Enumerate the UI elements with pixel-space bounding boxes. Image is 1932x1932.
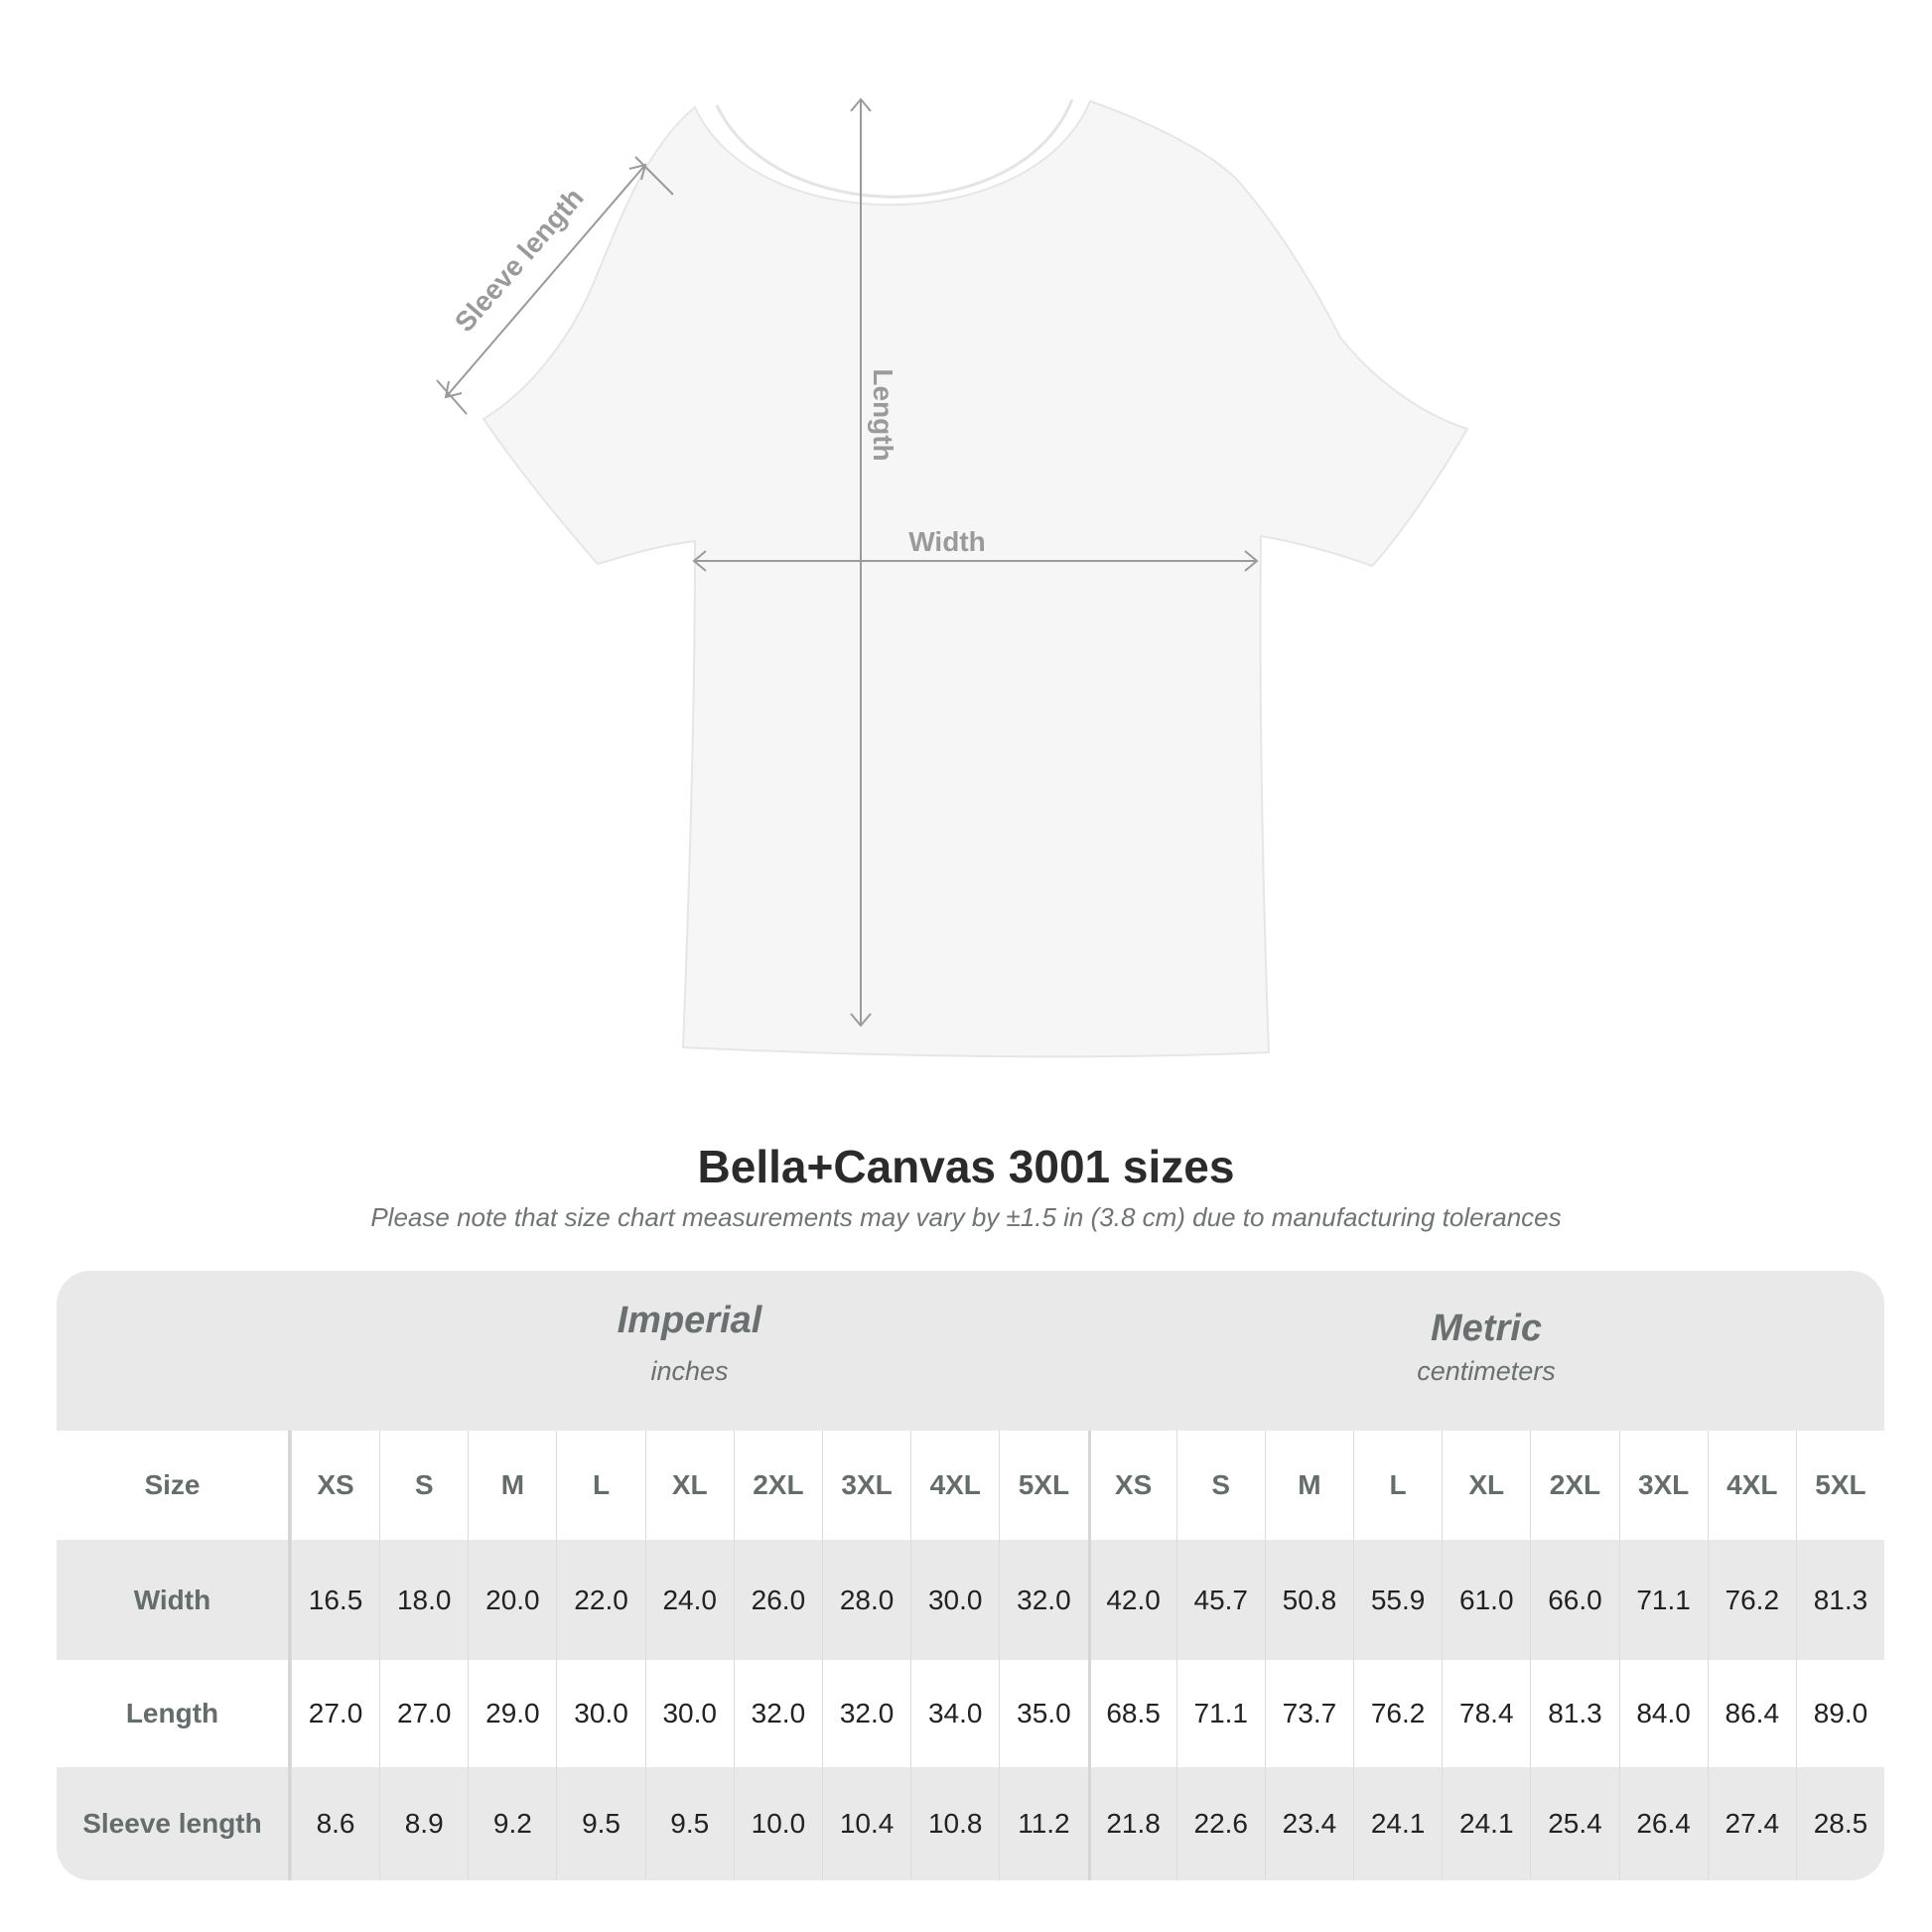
table-cell: 22.0 — [556, 1540, 644, 1660]
size-header: 5XL — [999, 1431, 1087, 1540]
size-header: 3XL — [821, 1431, 910, 1540]
table-cell: 55.9 — [1353, 1540, 1442, 1660]
table-cell: 71.1 — [1618, 1540, 1708, 1660]
size-header: 3XL — [1618, 1431, 1708, 1540]
table-cell: 24.1 — [1442, 1767, 1530, 1880]
table-cell: 32.0 — [999, 1540, 1087, 1660]
table-cell: 8.6 — [290, 1767, 379, 1880]
table-cell: 66.0 — [1530, 1540, 1618, 1660]
table-cell: 26.0 — [733, 1540, 822, 1660]
table-cell: 20.0 — [468, 1540, 556, 1660]
table-cell: 61.0 — [1442, 1540, 1530, 1660]
measurement-arrows — [436, 97, 1259, 1028]
table-cell: 32.0 — [821, 1660, 910, 1767]
table-cell: 16.5 — [290, 1540, 379, 1660]
table-cell: 9.2 — [468, 1767, 556, 1880]
table-cell: 25.4 — [1530, 1767, 1618, 1880]
table-cell: 84.0 — [1618, 1660, 1708, 1767]
table-cell: 28.0 — [821, 1540, 910, 1660]
row-label: Length — [57, 1660, 291, 1767]
table-cell: 78.4 — [1442, 1660, 1530, 1767]
size-header: 4XL — [1707, 1431, 1796, 1540]
table-cell: 35.0 — [999, 1660, 1087, 1767]
table-cell: 27.0 — [290, 1660, 379, 1767]
table-cell: 34.0 — [910, 1660, 999, 1767]
size-header: 4XL — [910, 1431, 999, 1540]
imperial-header: Imperial inches — [291, 1271, 1088, 1431]
table-cell: 30.0 — [644, 1660, 734, 1767]
length-label: Length — [868, 368, 898, 461]
table-cell: 76.2 — [1707, 1540, 1796, 1660]
table-cell: 27.0 — [379, 1660, 468, 1767]
size-header: L — [1353, 1431, 1442, 1540]
width-label: Width — [908, 526, 986, 557]
size-header: 5XL — [1795, 1431, 1884, 1540]
table-cell: 81.3 — [1795, 1540, 1884, 1660]
table-cell: 29.0 — [468, 1660, 556, 1767]
table-cell: 42.0 — [1087, 1540, 1176, 1660]
row-label: Size — [57, 1431, 291, 1540]
table-row: Width 16.5 18.0 20.0 22.0 24.0 26.0 28.0 30.0 32.… — [57, 1540, 1884, 1660]
table-row: Length 27.0 27.0 29.0 30.0 30.0 32.0 32.0 34.0 35… — [57, 1660, 1884, 1767]
size-header: XL — [1442, 1431, 1530, 1540]
table-cell: 32.0 — [733, 1660, 822, 1767]
row-label: Sleeve length — [57, 1767, 291, 1880]
metric-unit: centimeters — [1417, 1356, 1556, 1386]
size-header: M — [1264, 1431, 1353, 1540]
size-header: XL — [644, 1431, 734, 1540]
table-cell: 10.8 — [910, 1767, 999, 1880]
table-cell: 8.9 — [379, 1767, 468, 1880]
table-cell: 23.4 — [1264, 1767, 1353, 1880]
table-cell: 30.0 — [556, 1660, 644, 1767]
table-cell: 24.1 — [1353, 1767, 1442, 1880]
table-cell: 21.8 — [1087, 1767, 1176, 1880]
tshirt-diagram: Sleeve length Length Width — [436, 97, 1469, 1058]
metric-header: Metric centimeters — [1088, 1271, 1884, 1431]
table-cell: 26.4 — [1618, 1767, 1708, 1880]
size-header-row: Size XS S M L XL 2XL 3XL 4XL 5XL XS S M L XL 2XL 3XL 4XL 5… — [57, 1431, 1884, 1540]
sleeve-length-label: Sleeve length — [449, 182, 590, 338]
table-cell: 24.0 — [644, 1540, 734, 1660]
table-cell: 11.2 — [999, 1767, 1087, 1880]
size-header: XS — [290, 1431, 379, 1540]
table-cell: 28.5 — [1795, 1767, 1884, 1880]
metric-title: Metric — [1431, 1308, 1542, 1349]
imperial-unit: inches — [650, 1356, 729, 1386]
row-label: Width — [57, 1540, 291, 1660]
table-cell: 9.5 — [556, 1767, 644, 1880]
table-cell: 10.4 — [821, 1767, 910, 1880]
table-cell: 76.2 — [1353, 1660, 1442, 1767]
table-cell: 22.6 — [1175, 1767, 1265, 1880]
table-cell: 27.4 — [1707, 1767, 1796, 1880]
table-row: Sleeve length 8.6 8.9 9.2 9.5 9.5 10.0 10.4 10.8… — [57, 1767, 1884, 1880]
table-cell: 73.7 — [1264, 1660, 1353, 1767]
chart-title: Bella+Canvas 3001 sizes — [697, 1141, 1235, 1192]
size-header: 2XL — [1530, 1431, 1618, 1540]
size-header: XS — [1087, 1431, 1176, 1540]
table-cell: 71.1 — [1175, 1660, 1265, 1767]
table-cell: 81.3 — [1530, 1660, 1618, 1767]
table-cell: 50.8 — [1264, 1540, 1353, 1660]
tolerance-note: Please note that size chart measurements… — [370, 1202, 1562, 1232]
size-header: S — [379, 1431, 468, 1540]
size-table: Imperial inches Metric centimeters Size X… — [57, 1271, 1884, 1880]
size-header: L — [556, 1431, 644, 1540]
size-header: 2XL — [733, 1431, 822, 1540]
table-cell: 86.4 — [1707, 1660, 1796, 1767]
table-cell: 68.5 — [1087, 1660, 1176, 1767]
table-cell: 89.0 — [1795, 1660, 1884, 1767]
table-cell: 9.5 — [644, 1767, 734, 1880]
tshirt-image — [482, 99, 1469, 1058]
table-cell: 18.0 — [379, 1540, 468, 1660]
size-header: S — [1175, 1431, 1265, 1540]
table-cell: 10.0 — [733, 1767, 822, 1880]
imperial-title: Imperial — [617, 1300, 762, 1341]
size-header: M — [468, 1431, 556, 1540]
table-cell: 30.0 — [910, 1540, 999, 1660]
table-cell: 45.7 — [1175, 1540, 1265, 1660]
unit-header: Imperial inches Metric centimeters — [57, 1271, 1884, 1431]
